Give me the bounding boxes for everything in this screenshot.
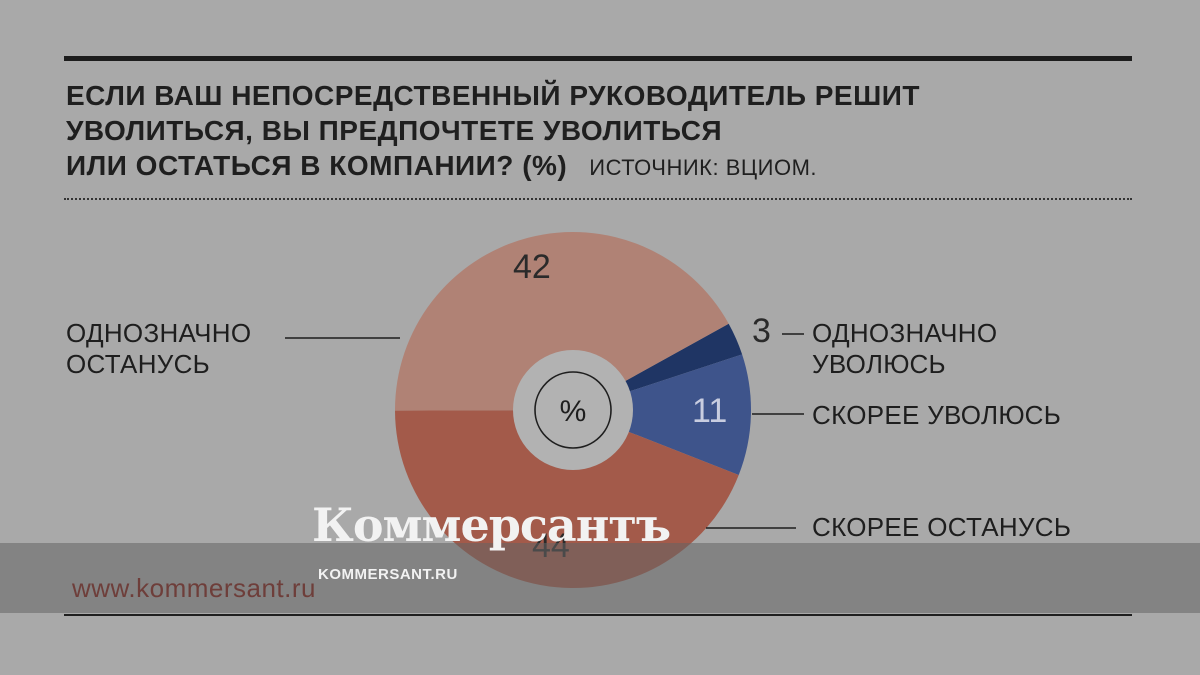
title-line-1: ЕСЛИ ВАШ НЕПОСРЕДСТВЕННЫЙ РУКОВОДИТЕЛЬ Р… xyxy=(66,80,920,111)
legend-rather-stay: СКОРЕЕ ОСТАНУСЬ xyxy=(812,512,1072,542)
chart-title: ЕСЛИ ВАШ НЕПОСРЕДСТВЕННЫЙ РУКОВОДИТЕЛЬ Р… xyxy=(66,78,1126,185)
center-ring xyxy=(534,371,612,449)
slice-definitely-stay xyxy=(394,231,729,411)
value-label-definitely-stay: 42 xyxy=(513,248,551,286)
watermark-band xyxy=(0,543,1200,613)
title-line-2: УВОЛИТЬСЯ, ВЫ ПРЕДПОЧТЕТЕ УВОЛИТЬСЯ xyxy=(66,115,723,146)
legend-definitely-stay-line-1: ОДНОЗНАЧНО xyxy=(66,318,252,348)
legend-definitely-quit: ОДНОЗНАЧНО УВОЛЮСЬ xyxy=(812,318,997,380)
kommersant-watermark-sub: KOMMERSANT.RU xyxy=(318,566,458,583)
bottom-rule xyxy=(64,614,1132,616)
site-url: www.kommersant.ru xyxy=(72,573,316,603)
slice-rather-quit xyxy=(573,354,752,475)
title-line-3: ИЛИ ОСТАТЬСЯ В КОМПАНИИ? (%) ИСТОЧНИК: ВЦ… xyxy=(66,148,1126,185)
pie-center-hole xyxy=(513,350,633,470)
center-percent-label: % xyxy=(560,395,587,428)
value-label-rather-quit: 11 xyxy=(692,392,728,430)
top-rule xyxy=(64,56,1132,61)
dotted-divider xyxy=(64,198,1132,200)
legend-rather-quit: СКОРЕЕ УВОЛЮСЬ xyxy=(812,400,1062,430)
value-label-definitely-quit: 3 xyxy=(752,312,771,350)
legend-definitely-quit-line-1: ОДНОЗНАЧНО xyxy=(812,318,998,348)
title-line-3-text: ИЛИ ОСТАТЬСЯ В КОМПАНИИ? (%) xyxy=(66,150,568,181)
kommersant-watermark-logo: Коммерсантъ xyxy=(312,498,671,552)
legend-definitely-quit-line-2: УВОЛЮСЬ xyxy=(812,349,946,379)
legend-definitely-stay-line-2: ОСТАНУСЬ xyxy=(66,349,211,379)
source-label: ИСТОЧНИК: ВЦИОМ. xyxy=(589,155,818,180)
legend-definitely-stay: ОДНОЗНАЧНО ОСТАНУСЬ xyxy=(66,318,251,380)
